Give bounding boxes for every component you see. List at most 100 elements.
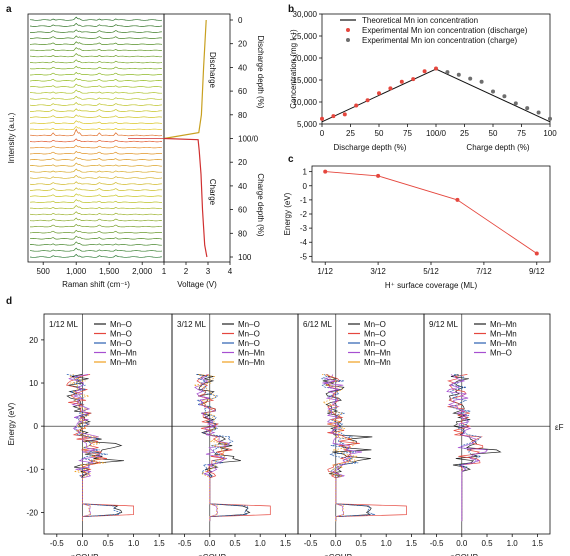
d-y-tick-label: 20 (29, 336, 38, 345)
raman-spectrum (29, 174, 163, 179)
data-point (388, 86, 393, 91)
raman-spectrum (29, 181, 163, 185)
d-legend-label: Mn–O (238, 330, 260, 339)
cohp-curve (196, 374, 249, 522)
depth-tick-label: 60 (238, 206, 247, 215)
b-x-tick-label: 50 (489, 129, 498, 138)
raman-spectrum (29, 138, 163, 143)
data-point (456, 72, 461, 77)
d-subpanel-title: 9/12 ML (429, 320, 458, 329)
d-x-tick-label: 1.0 (381, 539, 393, 548)
cohp-curve (68, 374, 106, 522)
data-point (536, 110, 541, 115)
raman-x-label: Raman shift (cm⁻¹) (62, 280, 130, 289)
depth-tick-label: 100 (238, 253, 252, 262)
raman-spectrum (29, 156, 163, 161)
b-x-tick-label: 25 (346, 129, 355, 138)
raman-spectrum (29, 253, 163, 258)
depth-tick-label: 40 (238, 182, 247, 191)
charge-depth-label: Charge depth (%) (256, 173, 265, 236)
data-point (331, 114, 336, 119)
d-legend-label: Mn–Mn (490, 320, 517, 329)
cohp-curve (446, 374, 489, 522)
data-point (502, 94, 507, 99)
depth-tick-label: 20 (238, 158, 247, 167)
raman-spectrum (29, 52, 163, 58)
raman-spectrum (29, 235, 163, 240)
b-x-tick-label: 100/0 (426, 129, 447, 138)
raman-spectrum (30, 162, 163, 167)
raman-spectrum (29, 77, 163, 82)
b-legend-label: Experimental Mn ion concentration (disch… (362, 26, 528, 35)
d-legend-label: Mn–Mn (238, 349, 265, 358)
c-y-tick-label: 0 (303, 182, 308, 191)
raman-spectrum (29, 59, 163, 64)
theoretical-line (321, 68, 551, 123)
b-x-tick-label: 75 (403, 129, 412, 138)
raman-spectrum (30, 168, 162, 173)
b-y-tick-label: 10,000 (293, 98, 318, 107)
d-x-tick-label: -0.5 (178, 539, 192, 548)
raman-spectrum (30, 29, 163, 33)
d-y-tick-label: 10 (29, 379, 38, 388)
c-x-tick-label: 7/12 (476, 267, 492, 276)
raman-spectrum (29, 95, 163, 100)
energy-point (455, 197, 460, 202)
raman-spectrum (29, 47, 163, 52)
depth-tick-label: 20 (238, 40, 247, 49)
d-x-tick-label: 1.5 (406, 539, 418, 548)
cohp-curve (322, 374, 407, 522)
raman-spectrum (29, 247, 163, 252)
panel-c-frame (311, 165, 551, 263)
raman-spectrum (30, 144, 162, 149)
d-x-tick-label: 1.5 (532, 539, 544, 548)
c-y-label: Energy (eV) (283, 192, 292, 235)
raman-spectrum (29, 211, 163, 216)
depth-tick-label: 80 (238, 111, 247, 120)
c-x-tick-label: 9/12 (529, 267, 545, 276)
d-x-tick-label: 1.0 (128, 539, 140, 548)
voltage-x-tick-label: 4 (228, 267, 233, 276)
d-x-tick-label: 1.0 (507, 539, 519, 548)
d-x-tick-label: -0.5 (304, 539, 318, 548)
data-point (320, 116, 324, 121)
d-x-label: −pCOHP (194, 553, 226, 556)
voltage-x-label: Voltage (V) (177, 280, 217, 289)
b-x-label-charge: Charge depth (%) (466, 143, 529, 152)
raman-spectrum (30, 223, 162, 228)
b-x-tick-label: 0 (320, 129, 325, 138)
data-point (342, 112, 347, 117)
discharge-annotation: Discharge (208, 52, 217, 89)
raman-spectrum (29, 193, 163, 197)
raman-spectrum (30, 71, 162, 76)
data-point (377, 91, 381, 96)
panel-letter-b: b (288, 4, 294, 15)
b-y-tick-label: 20,000 (293, 54, 318, 63)
voltage-frame (163, 13, 231, 263)
raman-spectrum (30, 128, 163, 137)
d-subpanel-frame (43, 313, 173, 535)
raman-spectrum (29, 229, 163, 234)
depth-tick-label: 0 (238, 16, 243, 25)
raman-spectrum (29, 217, 163, 222)
b-y-tick-label: 5,000 (297, 120, 318, 129)
c-x-tick-label: 3/12 (370, 267, 386, 276)
raman-spectrum (29, 22, 163, 27)
c-y-tick-label: 1 (303, 168, 308, 177)
d-legend-label: Mn–O (110, 330, 132, 339)
c-y-tick-label: -3 (300, 224, 308, 233)
discharge-curve (163, 19, 207, 140)
d-x-tick-label: 0.5 (355, 539, 367, 548)
data-point (365, 98, 370, 103)
d-legend-label: Mn–O (364, 320, 386, 329)
charge-curve (163, 137, 208, 258)
d-x-tick-label: -0.5 (50, 539, 64, 548)
raman-spectrum (29, 16, 163, 21)
cohp-curve (449, 374, 483, 522)
b-y-tick-label: 25,000 (293, 32, 318, 41)
b-legend-label: Experimental Mn ion concentration (charg… (362, 36, 518, 45)
d-legend-label: Mn–Mn (490, 330, 517, 339)
b-y-tick-label: 30,000 (293, 10, 318, 19)
c-x-tick-label: 5/12 (423, 267, 439, 276)
cohp-curve (196, 374, 271, 522)
